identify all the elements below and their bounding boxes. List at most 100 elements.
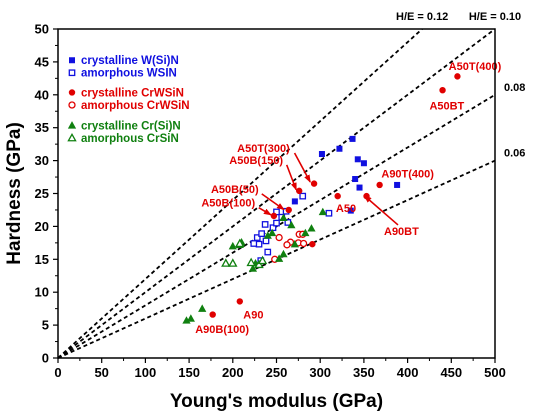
ratio-line	[57, 28, 496, 359]
legend-marker	[69, 57, 76, 64]
data-point	[270, 212, 278, 220]
axis-ticks: 0 50 100 150 200 250 300 350 400 450 500 0 5 10 15 20 25…	[35, 22, 506, 381]
ratio-line-label: 0.06	[504, 148, 525, 160]
data-point	[264, 248, 272, 256]
y-axis-title: Hardness (GPa)	[4, 122, 25, 265]
annotation-arrow	[285, 164, 297, 191]
data-point	[255, 240, 263, 248]
annotation-label: A50BT	[429, 100, 464, 112]
legend-label: amorphous WSIN	[81, 68, 177, 80]
data-point	[254, 259, 264, 269]
x-tick-label: 300	[309, 365, 331, 380]
data-point	[394, 181, 401, 188]
annotation-label: A50T(300)	[237, 143, 290, 155]
data-points	[182, 73, 461, 324]
plot-frame	[57, 28, 496, 359]
data-point	[376, 181, 383, 189]
data-point	[268, 228, 277, 237]
legend-marker	[67, 132, 77, 142]
x-tick-label: 350	[353, 365, 375, 380]
legend-label: amorphous CrWSiN	[81, 100, 190, 112]
ratio-line-label: H/E = 0.10	[469, 11, 521, 23]
annotation-label: A90	[243, 310, 263, 322]
data-point	[360, 160, 367, 167]
data-point	[258, 230, 265, 237]
data-point	[257, 255, 268, 265]
data-point	[279, 249, 288, 258]
y-tick-label: 35	[35, 120, 49, 135]
legend-marker	[68, 69, 76, 77]
data-point	[454, 73, 461, 80]
data-point	[236, 298, 243, 305]
x-axis-title: Young's modulus (GPa)	[170, 391, 383, 412]
annotation-label: A90B(100)	[195, 324, 249, 336]
data-point	[354, 156, 361, 163]
data-point	[275, 233, 283, 242]
y-tick-label: 25	[35, 186, 49, 201]
x-tick-label: 150	[178, 365, 200, 380]
annotation-label: A90T(400)	[381, 169, 434, 181]
data-point	[186, 314, 195, 322]
data-point	[279, 213, 288, 222]
annotation-arrow	[258, 206, 272, 216]
data-point	[352, 176, 359, 183]
annotation-label: A90BT	[384, 226, 419, 238]
ratio-line-label: H/E = 0.12	[396, 11, 448, 23]
data-point	[356, 184, 363, 191]
data-point	[290, 239, 299, 248]
annotations: A50T(400) A50BT A50T(300)A50B(150) A50B(50)…	[195, 61, 501, 336]
y-tick-label: 5	[42, 318, 49, 333]
data-point	[250, 240, 258, 247]
legend-marker	[68, 89, 76, 96]
data-point	[235, 238, 245, 248]
data-point	[209, 311, 216, 318]
data-point	[253, 234, 261, 241]
x-tick-label: 100	[135, 365, 157, 380]
y-tick-label: 30	[35, 153, 49, 168]
data-point	[439, 86, 446, 94]
legend-label: crystalline CrWSiN	[81, 87, 184, 99]
legend-label: crystalline W(Si)N	[81, 55, 179, 67]
x-tick-label: 50	[94, 365, 108, 380]
legend-label: amorphous CrSiN	[81, 133, 179, 145]
data-point	[261, 221, 269, 228]
y-tick-label: 50	[35, 22, 49, 37]
data-point	[228, 241, 237, 250]
data-point	[287, 220, 296, 229]
y-tick-label: 45	[35, 54, 49, 69]
data-point	[349, 135, 356, 142]
x-tick-label: 250	[266, 365, 288, 380]
data-point	[291, 198, 298, 205]
annotation-arrow	[261, 193, 285, 211]
data-point	[221, 258, 231, 267]
x-tick-label: 200	[222, 365, 244, 380]
data-point	[228, 258, 238, 267]
annotation-label: A50B(50)	[211, 184, 259, 196]
legend-marker	[68, 101, 76, 109]
data-point	[283, 241, 291, 249]
data-point	[246, 257, 256, 267]
data-point	[307, 224, 316, 232]
data-point	[309, 240, 316, 248]
data-point	[262, 237, 270, 245]
data-point	[325, 209, 333, 217]
annotation-label: A50B(150)	[229, 155, 283, 167]
annotation-label: A50T(400)	[449, 61, 502, 73]
annotation-label: A50	[336, 203, 356, 215]
data-point	[334, 192, 341, 200]
annotation-arrow	[293, 152, 311, 183]
data-point	[347, 207, 354, 214]
data-point	[275, 254, 284, 262]
y-tick-label: 15	[35, 252, 49, 267]
data-point	[336, 145, 343, 152]
y-tick-label: 20	[35, 219, 49, 234]
legend-marker	[67, 121, 77, 129]
ratio-line-label: 0.08	[504, 82, 525, 94]
x-tick-label: 0	[54, 365, 61, 380]
data-point	[299, 239, 308, 248]
data-point	[310, 180, 318, 187]
legend-label: crystalline Cr(Si)N	[81, 120, 181, 132]
y-tick-label: 40	[35, 87, 49, 102]
